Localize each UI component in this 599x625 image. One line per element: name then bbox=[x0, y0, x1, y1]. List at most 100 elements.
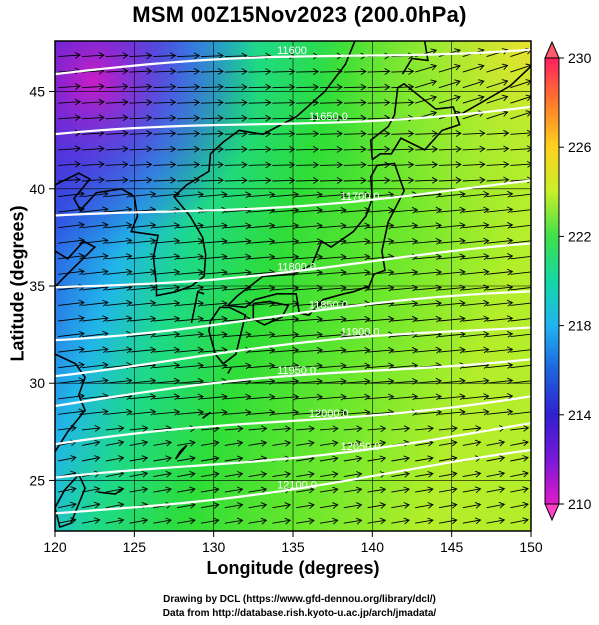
wind-vector bbox=[438, 517, 458, 525]
wind-vector bbox=[224, 471, 244, 478]
wind-vector bbox=[177, 331, 204, 338]
wind-vector bbox=[272, 253, 300, 261]
wind-vector bbox=[391, 177, 415, 184]
wind-vector bbox=[438, 253, 466, 261]
wind-vector bbox=[391, 377, 419, 385]
wind-vector bbox=[319, 378, 347, 385]
wind-vector bbox=[462, 79, 485, 89]
wind-vector bbox=[343, 145, 367, 153]
wind-vector bbox=[177, 300, 204, 307]
wind-vector bbox=[177, 161, 201, 169]
wind-vector bbox=[224, 99, 248, 106]
colorbar-max-arrow bbox=[544, 40, 560, 59]
wind-vector bbox=[319, 253, 347, 261]
wind-vector bbox=[438, 425, 458, 432]
wind-vector bbox=[438, 145, 462, 153]
wind-vector bbox=[415, 346, 442, 354]
x-tick-label: 140 bbox=[361, 539, 385, 555]
wind-vector bbox=[367, 486, 387, 494]
wind-vector bbox=[343, 238, 371, 245]
wind-vector bbox=[81, 237, 109, 245]
wind-vector bbox=[58, 145, 81, 153]
wind-vector bbox=[105, 145, 129, 153]
wind-vector bbox=[438, 377, 466, 385]
wind-vector bbox=[177, 486, 196, 494]
wind-vector bbox=[177, 68, 201, 75]
wind-vector bbox=[58, 424, 77, 432]
wind-vector bbox=[224, 161, 248, 169]
wind-vector bbox=[367, 315, 395, 323]
wind-vector bbox=[486, 176, 510, 184]
wind-vector bbox=[415, 517, 434, 525]
wind-vector bbox=[200, 331, 228, 339]
wind-vector bbox=[58, 501, 77, 509]
wind-vector bbox=[343, 486, 363, 494]
wind-vector bbox=[153, 52, 177, 60]
wind-vector bbox=[105, 268, 133, 276]
wind-vector bbox=[319, 331, 347, 339]
wind-vector bbox=[343, 517, 363, 525]
wind-vector bbox=[296, 502, 315, 509]
wind-vector bbox=[58, 190, 85, 198]
wind-vector bbox=[81, 486, 101, 493]
wind-vector bbox=[486, 501, 506, 509]
wind-vector bbox=[177, 439, 196, 447]
wind-vector bbox=[510, 253, 531, 260]
wind-vector bbox=[272, 284, 300, 292]
wind-vector bbox=[177, 52, 201, 60]
wind-vector bbox=[153, 253, 181, 261]
wind-vector bbox=[272, 439, 291, 447]
wind-vector bbox=[248, 99, 272, 107]
wind-vector bbox=[153, 377, 181, 385]
wind-vector bbox=[224, 114, 248, 122]
colorbar-tick-label: 218 bbox=[568, 318, 592, 334]
wind-vector bbox=[272, 517, 291, 525]
wind-vector bbox=[153, 176, 177, 184]
wind-vector bbox=[438, 268, 466, 276]
wind-vector bbox=[296, 253, 323, 261]
wind-vector bbox=[343, 455, 363, 463]
wind-vector bbox=[319, 439, 339, 447]
contour-label: 11950.0 bbox=[277, 365, 316, 377]
wind-vector bbox=[391, 99, 415, 106]
wind-vectors bbox=[58, 47, 531, 525]
wind-vector bbox=[58, 346, 85, 353]
y-axis-ticks: 25 30 35 40 45 bbox=[29, 84, 55, 488]
wind-vector bbox=[486, 377, 514, 385]
wind-vector bbox=[129, 377, 157, 385]
wind-vector bbox=[415, 79, 438, 89]
wind-vector bbox=[129, 191, 157, 198]
wind-vector bbox=[296, 393, 323, 401]
wind-vector bbox=[510, 94, 531, 104]
wind-vector bbox=[153, 517, 172, 525]
wind-vector bbox=[486, 161, 510, 168]
wind-vector bbox=[343, 191, 371, 199]
wind-vector bbox=[200, 99, 224, 106]
wind-vector bbox=[200, 237, 228, 245]
wind-vector bbox=[296, 130, 320, 138]
wind-vector bbox=[462, 145, 486, 153]
wind-vector bbox=[510, 346, 531, 353]
wind-vector bbox=[272, 206, 300, 214]
wind-vector bbox=[319, 517, 339, 525]
map-plot-area: 11600 11650.0 11700.0 11800.0 11850.0 11900.0… bbox=[55, 41, 531, 531]
wind-vector bbox=[177, 237, 204, 245]
wind-vector bbox=[319, 191, 347, 199]
wind-vector bbox=[367, 177, 391, 184]
wind-vector bbox=[224, 362, 252, 370]
wind-vector bbox=[81, 517, 101, 525]
wind-vector bbox=[438, 486, 458, 494]
wind-vector bbox=[248, 471, 268, 478]
wind-vector bbox=[129, 299, 157, 307]
wind-vector bbox=[105, 83, 129, 91]
wind-vector bbox=[486, 517, 506, 525]
wind-vector bbox=[462, 486, 482, 494]
wind-vector bbox=[367, 130, 391, 138]
wind-vector bbox=[343, 471, 363, 478]
wind-vector bbox=[272, 378, 300, 385]
wind-vector bbox=[224, 177, 248, 184]
wind-vector bbox=[272, 362, 300, 370]
wind-vector bbox=[200, 68, 224, 75]
wind-vector bbox=[462, 517, 482, 525]
wind-vector bbox=[272, 315, 300, 323]
